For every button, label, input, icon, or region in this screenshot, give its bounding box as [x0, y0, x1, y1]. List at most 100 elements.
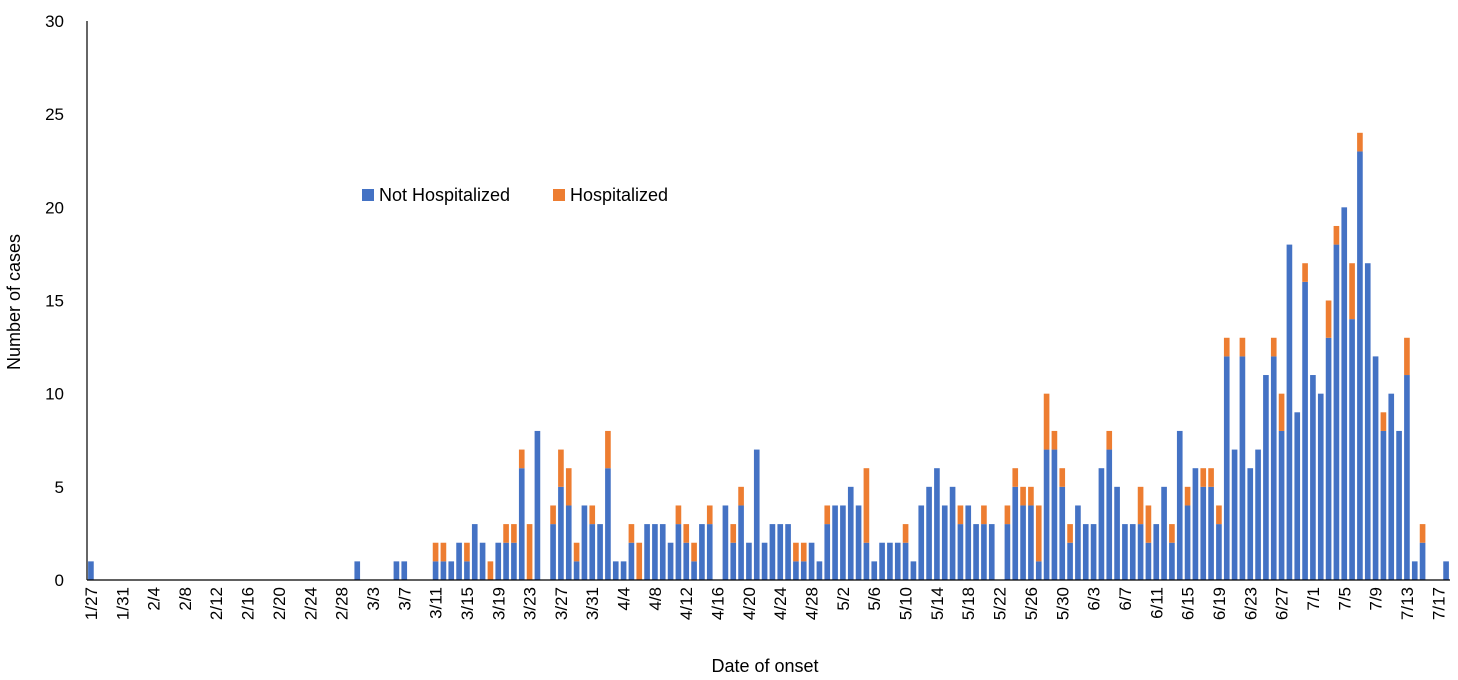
bar-not-hospitalized [1404, 375, 1410, 580]
bar-not-hospitalized [401, 561, 408, 580]
bar-not-hospitalized [1443, 561, 1449, 580]
bar-not-hospitalized [479, 542, 486, 580]
bar-not-hospitalized [1380, 430, 1387, 580]
bar-not-hospitalized [1020, 505, 1026, 580]
x-tick-label: 6/27 [1273, 587, 1292, 620]
bar-not-hospitalized [503, 542, 509, 580]
bar-not-hospitalized [1122, 524, 1128, 580]
bar-not-hospitalized [1114, 486, 1120, 580]
bar-not-hospitalized [753, 449, 760, 580]
bar-not-hospitalized [1310, 375, 1316, 580]
bar-not-hospitalized [495, 542, 502, 580]
bar-not-hospitalized [699, 524, 705, 580]
bar-not-hospitalized [918, 505, 925, 580]
bar-not-hospitalized [620, 561, 627, 580]
bar-not-hospitalized [440, 561, 447, 580]
x-tick-label: 6/19 [1210, 587, 1229, 620]
x-tick-label: 7/17 [1429, 587, 1448, 620]
bar-not-hospitalized [1176, 430, 1183, 580]
bar-hospitalized [565, 468, 572, 506]
x-tick-label: 5/26 [1022, 587, 1041, 620]
bar-hospitalized [824, 505, 831, 525]
bar-not-hospitalized [644, 524, 650, 580]
bar-hospitalized [1067, 524, 1073, 543]
x-tick-label: 2/8 [176, 587, 195, 611]
bar-not-hospitalized [565, 505, 572, 580]
bar-hospitalized [675, 505, 682, 525]
bar-hospitalized [464, 542, 470, 562]
bar-hospitalized [1325, 300, 1332, 338]
bar-not-hospitalized [1012, 486, 1019, 580]
bar-hospitalized [1145, 505, 1152, 543]
bar-hospitalized [432, 542, 439, 562]
bar-not-hospitalized [1255, 449, 1261, 580]
bar-not-hospitalized [981, 524, 987, 580]
bar-not-hospitalized [785, 524, 791, 580]
bar-not-hospitalized [800, 561, 807, 580]
bar-not-hospitalized [949, 486, 956, 580]
bar-hospitalized [1333, 225, 1340, 245]
x-tick-label: 3/27 [552, 587, 571, 620]
bar-hospitalized [1043, 393, 1050, 450]
y-axis-title: Number of cases [4, 234, 24, 370]
x-tick-label: 5/30 [1053, 587, 1072, 620]
bar-hospitalized [1419, 524, 1426, 543]
bar-not-hospitalized [1035, 561, 1042, 580]
bar-hospitalized [793, 542, 799, 562]
x-tick-label: 4/28 [803, 587, 822, 620]
x-tick-label: 3/19 [489, 587, 508, 620]
bar-not-hospitalized [1247, 468, 1254, 580]
bar-not-hospitalized [973, 524, 979, 580]
bar-hospitalized [1051, 430, 1058, 450]
bar-not-hospitalized [941, 505, 948, 580]
bar-not-hospitalized [824, 524, 831, 580]
x-axis-title: Date of onset [711, 656, 818, 676]
bar-not-hospitalized [534, 430, 541, 580]
bar-not-hospitalized [832, 505, 838, 580]
bar-not-hospitalized [1028, 505, 1034, 580]
bar-not-hospitalized [1341, 207, 1348, 580]
x-tick-label: 3/11 [427, 587, 446, 619]
bar-not-hospitalized [840, 505, 846, 580]
bar-not-hospitalized [1333, 244, 1340, 580]
bar-not-hospitalized [691, 561, 697, 580]
bar-not-hospitalized [1098, 468, 1105, 580]
bar-not-hospitalized [902, 542, 909, 580]
bar-hospitalized [1012, 468, 1019, 487]
bar-not-hospitalized [887, 542, 893, 580]
bar-hospitalized [800, 542, 807, 562]
y-tick-label: 5 [55, 478, 64, 497]
bar-not-hospitalized [628, 542, 635, 580]
bar-not-hospitalized [1051, 449, 1058, 580]
bar-not-hospitalized [1231, 449, 1238, 580]
y-tick-label: 15 [45, 292, 64, 311]
y-tick-label: 30 [45, 12, 64, 31]
x-tick-label: 3/3 [364, 587, 383, 611]
bar-not-hospitalized [934, 468, 940, 580]
bar-not-hospitalized [1317, 393, 1324, 580]
bar-hospitalized [550, 505, 556, 525]
bar-not-hospitalized [471, 524, 478, 580]
bar-not-hospitalized [957, 524, 964, 580]
x-tick-label: 3/15 [458, 587, 477, 620]
bar-hospitalized [1184, 486, 1191, 506]
bar-hospitalized [902, 524, 909, 543]
bar-not-hospitalized [808, 542, 815, 580]
bar-hospitalized [1239, 337, 1246, 357]
bar-not-hospitalized [1302, 281, 1308, 580]
bar-not-hospitalized [926, 486, 932, 580]
x-tick-label: 1/27 [82, 587, 101, 620]
bar-not-hospitalized [746, 542, 752, 580]
bar-not-hospitalized [879, 542, 885, 580]
bar-not-hospitalized [1137, 524, 1144, 580]
bar-hospitalized [863, 468, 870, 543]
bar-not-hospitalized [855, 505, 862, 580]
bar-not-hospitalized [1090, 524, 1097, 580]
bar-hospitalized [1200, 468, 1207, 487]
bar-not-hospitalized [1129, 524, 1136, 580]
bar-not-hospitalized [667, 542, 674, 580]
bar-hospitalized [1349, 263, 1355, 320]
bars [88, 132, 1449, 580]
bar-not-hospitalized [573, 561, 580, 580]
